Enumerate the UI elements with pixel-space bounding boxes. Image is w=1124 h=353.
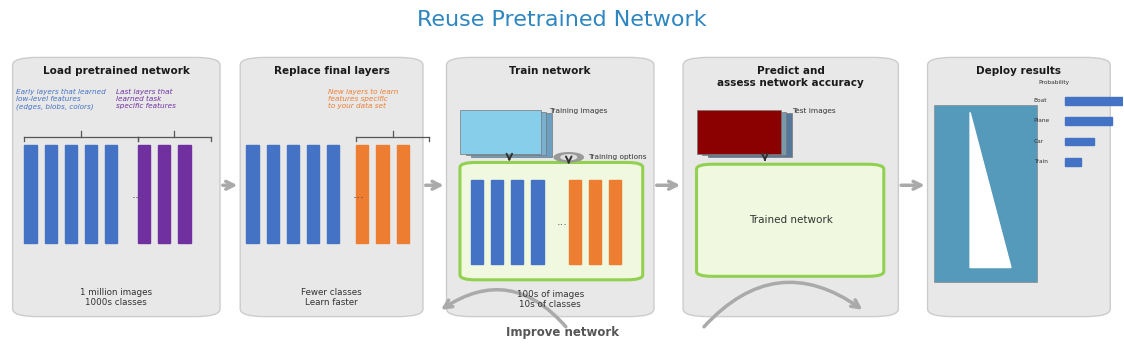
Bar xyxy=(138,145,151,243)
Text: Reuse Pretrained Network: Reuse Pretrained Network xyxy=(417,10,707,30)
Bar xyxy=(708,113,791,157)
FancyBboxPatch shape xyxy=(446,58,654,317)
Bar xyxy=(327,145,339,243)
FancyBboxPatch shape xyxy=(927,58,1111,317)
Text: Early layers that learned
low-level features
(edges, blobs, colors): Early layers that learned low-level feat… xyxy=(16,89,106,109)
Bar xyxy=(460,110,541,154)
FancyBboxPatch shape xyxy=(697,164,883,276)
Bar xyxy=(609,180,622,264)
Bar xyxy=(569,180,581,264)
FancyBboxPatch shape xyxy=(460,162,643,280)
Text: Predict and
assess network accuracy: Predict and assess network accuracy xyxy=(717,66,864,88)
Bar xyxy=(934,105,1036,282)
Bar xyxy=(702,112,787,155)
FancyBboxPatch shape xyxy=(241,58,423,317)
Bar xyxy=(377,145,389,243)
Bar xyxy=(85,145,98,243)
Bar xyxy=(179,145,191,243)
Bar xyxy=(356,145,369,243)
Bar xyxy=(287,145,299,243)
Polygon shape xyxy=(970,112,1010,268)
FancyBboxPatch shape xyxy=(12,58,220,317)
Text: ...: ... xyxy=(353,187,365,201)
Text: Fewer classes
Learn faster: Fewer classes Learn faster xyxy=(301,288,362,307)
FancyBboxPatch shape xyxy=(683,58,898,317)
Text: 1 million images
1000s classes: 1 million images 1000s classes xyxy=(80,288,153,307)
Text: Test images: Test images xyxy=(791,108,835,114)
Text: Training images: Training images xyxy=(549,108,607,114)
Text: Improve network: Improve network xyxy=(506,326,618,339)
Bar xyxy=(1064,138,1094,145)
Bar xyxy=(266,145,279,243)
Bar xyxy=(532,180,544,264)
Bar xyxy=(246,145,259,243)
Bar xyxy=(1064,117,1112,125)
Text: Car: Car xyxy=(1034,139,1044,144)
Bar xyxy=(45,145,57,243)
Bar xyxy=(397,145,409,243)
Bar xyxy=(697,110,781,154)
Text: 100s of images
10s of classes: 100s of images 10s of classes xyxy=(517,290,583,310)
Text: Plane: Plane xyxy=(1034,118,1050,123)
Text: Boat: Boat xyxy=(1034,98,1048,103)
Bar xyxy=(491,180,504,264)
Bar xyxy=(25,145,37,243)
Bar xyxy=(1064,158,1080,166)
Text: Load pretrained network: Load pretrained network xyxy=(43,66,190,76)
Bar xyxy=(589,180,601,264)
Bar xyxy=(158,145,171,243)
Bar xyxy=(106,145,117,243)
Bar xyxy=(65,145,78,243)
Text: Train network: Train network xyxy=(509,66,591,76)
Text: Replace final layers: Replace final layers xyxy=(273,66,390,76)
Bar xyxy=(471,113,552,157)
Bar xyxy=(471,180,483,264)
Text: Trained network: Trained network xyxy=(749,215,833,225)
Bar xyxy=(465,112,546,155)
Text: Training options: Training options xyxy=(588,154,646,160)
Text: Train: Train xyxy=(1034,159,1048,164)
Text: Deploy results: Deploy results xyxy=(977,66,1061,76)
Text: Last layers that
learned task
specific features: Last layers that learned task specific f… xyxy=(116,89,176,109)
Text: New layers to learn
features specific
to your data set: New layers to learn features specific to… xyxy=(328,89,398,109)
Bar xyxy=(511,180,524,264)
Text: Probability: Probability xyxy=(1037,80,1069,85)
Text: ...: ... xyxy=(558,217,568,227)
Bar xyxy=(307,145,319,243)
Text: ...: ... xyxy=(132,187,144,201)
Bar xyxy=(1064,97,1124,105)
Circle shape xyxy=(554,153,583,162)
Circle shape xyxy=(561,155,577,160)
